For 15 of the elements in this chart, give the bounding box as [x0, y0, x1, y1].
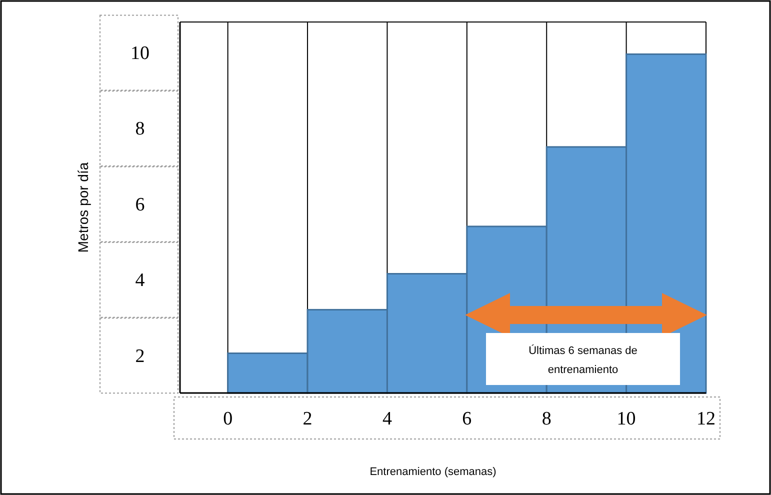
- x-tick-label: 8: [542, 408, 552, 430]
- x-tick-label: 12: [696, 408, 716, 430]
- y-tick-label: 8: [135, 118, 145, 140]
- y-tick-label: 6: [135, 194, 145, 216]
- annotation: Últimas 6 semanas de entrenamiento: [528, 344, 638, 376]
- x-tick-label: 6: [462, 408, 472, 430]
- x-axis-title: Entrenamiento (semanas): [370, 466, 496, 478]
- y-tick-label: 10: [130, 42, 150, 64]
- x-tick-label: 0: [223, 408, 233, 430]
- x-tick-label: 4: [382, 408, 392, 430]
- y-tick-label: 4: [135, 270, 146, 292]
- y-axis-title: Metros por día: [75, 162, 91, 253]
- y-tick-label: 2: [135, 346, 145, 367]
- x-tick-label: 2: [302, 408, 312, 430]
- x-tick-label: 10: [616, 408, 636, 430]
